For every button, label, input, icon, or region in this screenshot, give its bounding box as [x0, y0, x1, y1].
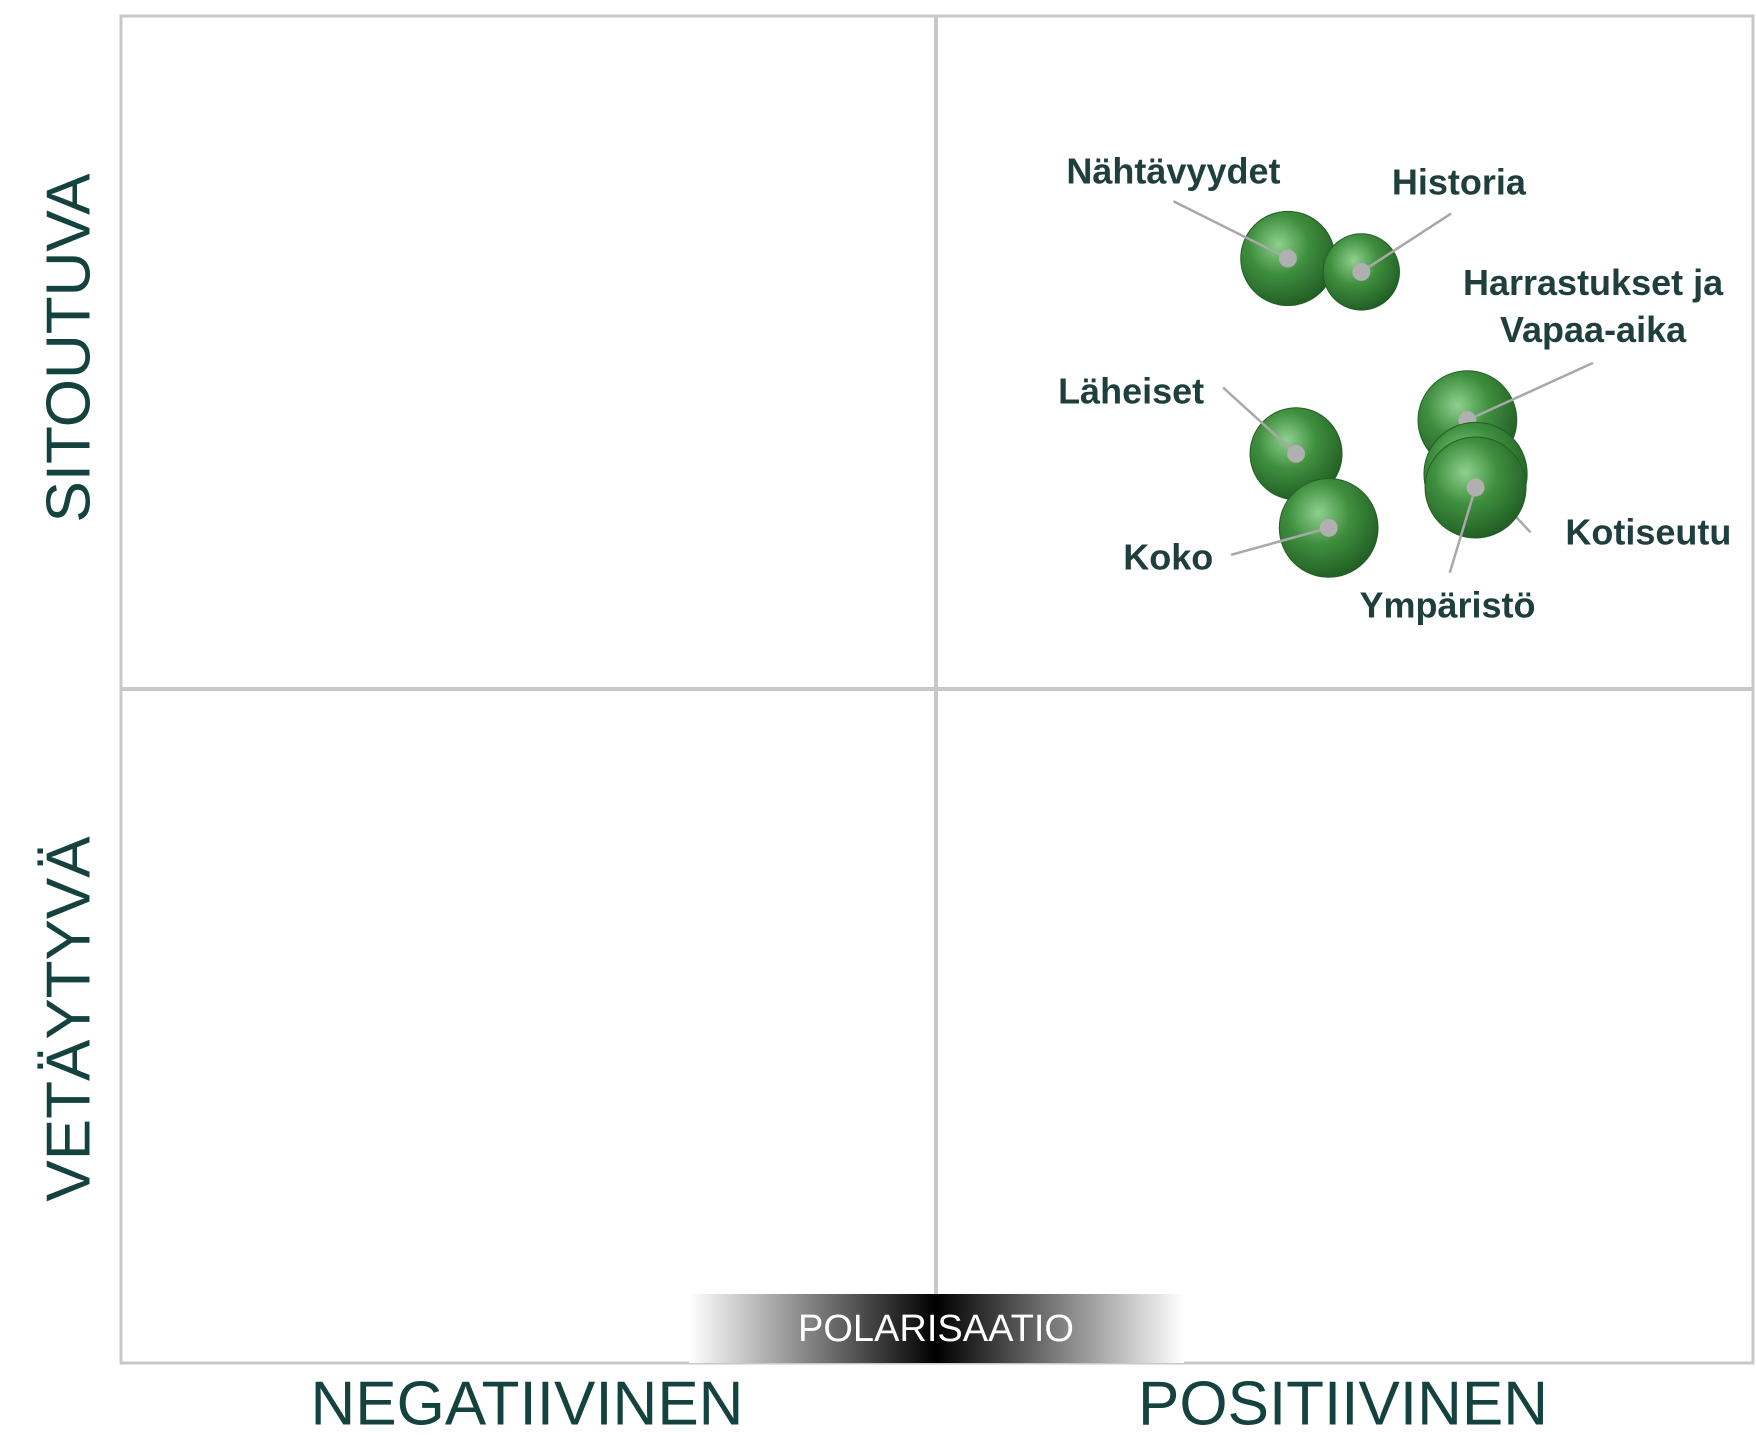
y-bottom-label: VETÄYTYVÄ: [34, 836, 103, 1202]
x-left-label: NEGATIIVINEN: [311, 1369, 744, 1435]
bubble-label: Kotiseutu: [1565, 512, 1732, 554]
bubble-label: Nähtävyydet: [1066, 150, 1281, 192]
leader-line: [1230, 526, 1330, 556]
y-top-label: SITOUTUVA: [34, 173, 103, 523]
bubble-center: [1287, 444, 1306, 463]
center-label: POLARISAATIO: [798, 1308, 1074, 1350]
bubble-label: Harrastukset ja Vapaa-aika: [1462, 261, 1724, 350]
leader-line: [1448, 487, 1477, 574]
leader-line: [1222, 386, 1297, 455]
bubble-center: [1278, 249, 1297, 268]
polarisation-bar: [689, 1294, 1184, 1363]
leader-line: [1466, 361, 1594, 422]
leader-line: [1360, 212, 1452, 273]
bubble-label: Läheiset: [1058, 370, 1205, 412]
leader-line: [1172, 200, 1289, 260]
bubble-label: Ympäristö: [1359, 584, 1536, 626]
bubble-label: Koko: [1123, 536, 1214, 578]
bubble-center: [1466, 478, 1485, 497]
x-right-label: POSITIIVINEN: [1138, 1369, 1548, 1435]
bubble-center: [1352, 262, 1371, 281]
bubble-label: Historia: [1391, 161, 1526, 203]
bubble-center: [1319, 518, 1338, 537]
